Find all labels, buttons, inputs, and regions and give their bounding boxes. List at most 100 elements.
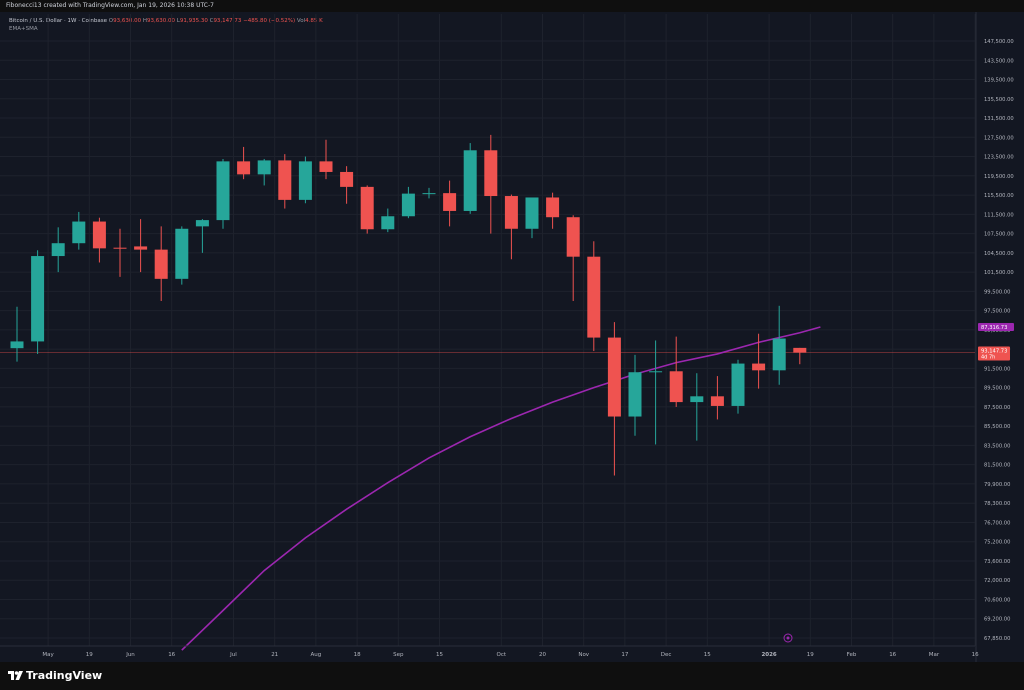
candle-body[interactable] bbox=[10, 341, 24, 349]
candle-body[interactable] bbox=[546, 197, 560, 218]
price-tick-label: 83,500.00 bbox=[984, 443, 1010, 449]
time-tick-label: 16 bbox=[889, 652, 896, 658]
candle-body[interactable] bbox=[504, 196, 518, 229]
time-tick-label: 15 bbox=[436, 652, 443, 658]
last-price-countdown: 4d 7h bbox=[981, 355, 995, 361]
candle-body[interactable] bbox=[628, 372, 642, 417]
alert-marker-icon bbox=[783, 633, 793, 643]
candle-body[interactable] bbox=[669, 371, 683, 403]
price-tick-label: 93,500.00 bbox=[984, 347, 1010, 353]
tradingview-icon bbox=[8, 671, 23, 680]
currency-button[interactable]: USD bbox=[980, 15, 1016, 27]
candle-body[interactable] bbox=[237, 161, 251, 175]
price-tick-label: 75,200.00 bbox=[984, 540, 1010, 546]
price-tick-label: 147,500.00 bbox=[984, 39, 1014, 45]
candles-layer bbox=[10, 134, 807, 476]
time-tick-label: 20 bbox=[539, 652, 546, 658]
price-tick-label: 87,500.00 bbox=[984, 405, 1010, 411]
last-price-tag bbox=[978, 346, 1010, 361]
candle-body[interactable] bbox=[752, 363, 766, 371]
time-tick-label: 16 bbox=[972, 652, 979, 658]
candle-body[interactable] bbox=[607, 337, 621, 417]
price-tick-label: 139,500.00 bbox=[984, 78, 1014, 84]
candle-body[interactable] bbox=[381, 216, 395, 230]
price-tick-label: 72,000.00 bbox=[984, 578, 1010, 584]
price-axis-background bbox=[976, 12, 1024, 662]
time-tick-label: 18 bbox=[354, 652, 361, 658]
time-tick-label: 19 bbox=[807, 652, 814, 658]
time-tick-label: Nov bbox=[578, 652, 589, 658]
candle-body[interactable] bbox=[587, 256, 601, 338]
legend-open-value: 93,630.00 bbox=[113, 18, 142, 24]
legend-open-label: O bbox=[108, 18, 114, 24]
candle-body[interactable] bbox=[154, 249, 168, 279]
indicator-legend[interactable]: EMA+SMA bbox=[9, 26, 38, 32]
symbol-legend[interactable]: Bitcoin / U.S. Dollar · 1W · Coinbase O9… bbox=[9, 17, 323, 26]
candle-body[interactable] bbox=[649, 371, 663, 373]
price-tick-label: 119,500.00 bbox=[984, 174, 1014, 180]
brand-name: TradingView bbox=[26, 669, 103, 682]
candle-body[interactable] bbox=[772, 338, 786, 371]
tradingview-logo[interactable]: TradingView bbox=[8, 668, 102, 684]
price-tick-label: 111,500.00 bbox=[984, 212, 1014, 218]
candle-body[interactable] bbox=[340, 171, 354, 187]
candle-body[interactable] bbox=[710, 396, 724, 406]
candle-body[interactable] bbox=[463, 150, 477, 211]
price-tick-label: 73,600.00 bbox=[984, 559, 1010, 565]
last-price-value: 93,147.73 bbox=[981, 349, 1007, 355]
markers-layer bbox=[783, 633, 793, 643]
time-tick-label: Jul bbox=[229, 652, 237, 658]
candle-body[interactable] bbox=[298, 161, 312, 200]
time-axis[interactable]: May 19 Jun 16 Jul 21 Aug 18 Sep 15 Oct 20 Nov 17 Dec 15… bbox=[0, 645, 979, 658]
time-tick-label: 19 bbox=[86, 652, 93, 658]
candle-body[interactable] bbox=[566, 217, 580, 257]
candle-body[interactable] bbox=[690, 396, 704, 403]
grid-lines bbox=[0, 14, 976, 646]
candle-body[interactable] bbox=[92, 221, 106, 249]
ma-value-tag bbox=[978, 322, 1014, 331]
candle-body[interactable] bbox=[443, 193, 457, 211]
moving-average-layer bbox=[181, 326, 821, 651]
time-tick-label: Sep bbox=[393, 652, 404, 658]
time-tick-label: 17 bbox=[621, 652, 628, 658]
candle-body[interactable] bbox=[525, 197, 539, 229]
candle-body[interactable] bbox=[731, 363, 745, 406]
legend-low-value: 91,935.30 bbox=[179, 18, 208, 24]
legend-close-label: C bbox=[209, 18, 214, 24]
candle-body[interactable] bbox=[422, 193, 436, 195]
candle-body[interactable] bbox=[72, 221, 86, 244]
candle-body[interactable] bbox=[278, 160, 292, 200]
time-tick-label: 21 bbox=[271, 652, 278, 658]
candle-body[interactable] bbox=[401, 193, 415, 217]
ema-sma-line[interactable] bbox=[181, 326, 821, 651]
time-tick-label: Aug bbox=[311, 652, 322, 658]
candle-body[interactable] bbox=[31, 256, 45, 342]
legend-vol-value: 4.85 K bbox=[305, 18, 323, 24]
candle-body[interactable] bbox=[175, 228, 189, 279]
legend-symbol[interactable]: Bitcoin / U.S. Dollar · 1W · Coinbase bbox=[9, 18, 108, 24]
candle-body[interactable] bbox=[257, 160, 271, 175]
candle-body[interactable] bbox=[793, 347, 807, 353]
time-tick-label: May bbox=[42, 652, 54, 658]
candle-body[interactable] bbox=[484, 150, 498, 197]
price-tick-label: 97,500.00 bbox=[984, 309, 1010, 315]
candle-body[interactable] bbox=[51, 243, 65, 257]
candle-body[interactable] bbox=[216, 161, 230, 221]
candle-body[interactable] bbox=[134, 246, 148, 250]
price-tick-label: 76,700.00 bbox=[984, 520, 1010, 526]
price-tick-label: 101,500.00 bbox=[984, 270, 1014, 276]
candle-body[interactable] bbox=[360, 186, 374, 230]
candle-body[interactable] bbox=[319, 161, 333, 172]
price-tick-label: 95,500.00 bbox=[984, 328, 1010, 334]
price-tick-label: 99,500.00 bbox=[984, 289, 1010, 295]
legend-high-label: H bbox=[142, 18, 148, 24]
price-tick-label: 104,500.00 bbox=[984, 251, 1014, 257]
price-tick-label: 115,500.00 bbox=[984, 193, 1014, 199]
time-tick-label: Mar bbox=[929, 652, 940, 658]
candle-body[interactable] bbox=[195, 220, 209, 227]
price-tick-label: 131,500.00 bbox=[984, 116, 1014, 122]
candle-body[interactable] bbox=[113, 247, 127, 249]
price-axis[interactable]: 147,500.00 143,500.00 139,500.00 135,500.00… bbox=[975, 12, 1024, 662]
